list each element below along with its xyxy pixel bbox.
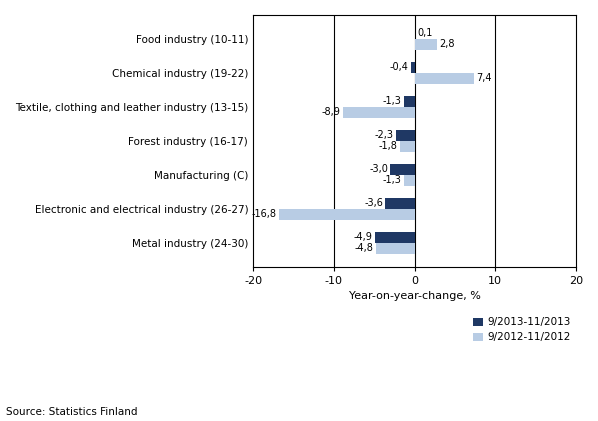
Text: 0,1: 0,1 xyxy=(418,28,433,38)
Legend: 9/2013-11/2013, 9/2012-11/2012: 9/2013-11/2013, 9/2012-11/2012 xyxy=(473,317,570,342)
Text: -8,9: -8,9 xyxy=(321,107,340,117)
Bar xyxy=(404,175,414,186)
Bar xyxy=(404,96,414,107)
Text: 7,4: 7,4 xyxy=(477,73,492,83)
Text: -16,8: -16,8 xyxy=(252,209,276,219)
Bar xyxy=(390,164,414,175)
Bar xyxy=(414,28,416,39)
Bar xyxy=(414,73,474,84)
Bar xyxy=(411,62,414,73)
Bar xyxy=(396,130,414,141)
Bar xyxy=(375,232,414,243)
X-axis label: Year-on-year-change, %: Year-on-year-change, % xyxy=(349,291,480,301)
Bar xyxy=(376,243,414,254)
Text: 2,8: 2,8 xyxy=(440,39,455,49)
Bar xyxy=(414,39,437,50)
Text: -1,8: -1,8 xyxy=(379,141,398,151)
Text: -4,8: -4,8 xyxy=(355,243,373,253)
Bar xyxy=(279,209,414,220)
Text: -4,9: -4,9 xyxy=(353,232,373,242)
Text: -3,6: -3,6 xyxy=(364,198,383,208)
Text: -3,0: -3,0 xyxy=(369,165,388,174)
Text: -0,4: -0,4 xyxy=(390,62,409,72)
Text: -1,3: -1,3 xyxy=(383,175,402,185)
Bar xyxy=(343,107,414,118)
Text: Source: Statistics Finland: Source: Statistics Finland xyxy=(6,407,138,417)
Text: -1,3: -1,3 xyxy=(383,96,402,107)
Bar xyxy=(386,198,414,209)
Text: -2,3: -2,3 xyxy=(374,131,393,141)
Bar xyxy=(400,141,414,152)
